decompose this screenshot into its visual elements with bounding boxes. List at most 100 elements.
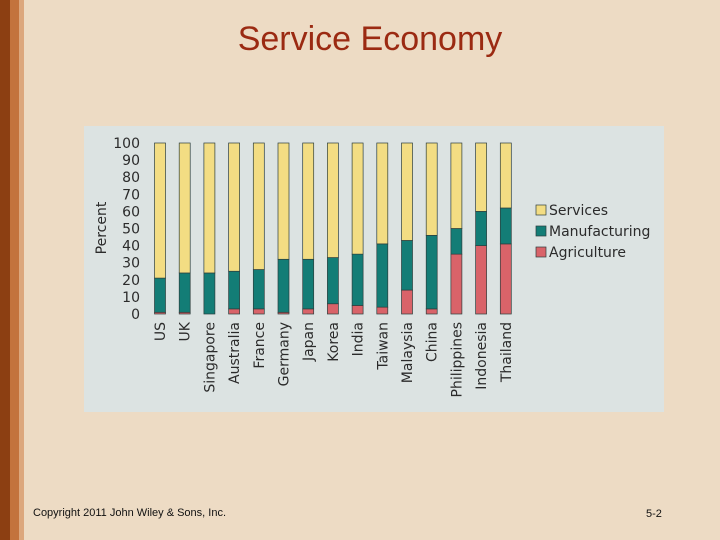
x-tick-label: UK <box>178 321 194 341</box>
bar-segment-services <box>203 142 216 274</box>
bar-segment-manufacturing <box>252 269 265 310</box>
bar-segment-agriculture <box>327 303 339 315</box>
sidebar-stripe-light <box>19 0 24 540</box>
bar-segment-manufacturing <box>475 211 487 246</box>
legend-item-agriculture: Agriculture <box>535 245 626 261</box>
x-tick-label: China <box>425 322 441 362</box>
bar-segment-services <box>450 142 463 229</box>
legend-item-services: Services <box>535 203 608 219</box>
bar-malaysia <box>401 142 413 315</box>
x-tick-label: Malaysia <box>400 322 416 383</box>
bar-segment-manufacturing <box>178 272 191 313</box>
y-tick-label: 80 <box>122 170 140 186</box>
bar-segment-manufacturing <box>277 258 290 313</box>
legend-swatch <box>535 246 547 258</box>
bar-segment-manufacturing <box>154 277 166 313</box>
bar-segment-agriculture <box>376 306 389 315</box>
legend-label: Manufacturing <box>549 224 650 240</box>
x-tick-label: India <box>351 322 367 356</box>
bar-singapore <box>203 142 216 315</box>
bar-segment-manufacturing <box>327 257 339 305</box>
bar-segment-agriculture <box>425 308 438 315</box>
y-tick-label: 10 <box>122 290 140 306</box>
y-tick-label: 0 <box>131 307 140 323</box>
x-tick-label: Germany <box>277 322 293 386</box>
chart-panel: Percent 0 10 20 30 40 50 60 70 80 90 100 US UK Singa… <box>84 126 664 412</box>
bar-segment-services <box>351 142 364 255</box>
bar-segment-agriculture <box>475 245 487 315</box>
x-tick-label: Australia <box>227 322 243 384</box>
bar-segment-services <box>376 142 389 245</box>
bar-segment-services <box>327 142 339 258</box>
bar-germany <box>277 142 290 315</box>
legend-swatch <box>535 204 547 216</box>
legend: Services Manufacturing Agriculture <box>535 203 650 261</box>
y-tick-label: 90 <box>122 153 140 169</box>
bar-india <box>351 142 364 315</box>
x-tick-label: Indonesia <box>474 322 490 390</box>
bar-segment-services <box>252 142 265 270</box>
y-tick-label: 20 <box>122 273 140 289</box>
sidebar-stripe-mid <box>10 0 19 540</box>
bar-segment-manufacturing <box>425 234 438 310</box>
copyright-notice: Copyright 2011 John Wiley & Sons, Inc. <box>33 507 227 519</box>
legend-label: Services <box>549 203 608 219</box>
y-axis-label: Percent <box>94 201 110 254</box>
bar-indonesia <box>475 142 487 315</box>
bar-segment-services <box>475 142 487 212</box>
bar-segment-agriculture <box>252 308 265 315</box>
bar-segment-services <box>401 142 413 241</box>
bar-segment-agriculture <box>499 243 512 315</box>
x-tick-label: Thailand <box>499 322 515 383</box>
bar-thailand <box>499 142 512 315</box>
bar-segment-services <box>178 142 191 274</box>
x-tick-label: Korea <box>326 322 342 362</box>
x-tick-label: Taiwan <box>375 322 391 371</box>
bar-segment-manufacturing <box>376 243 389 308</box>
bar-taiwan <box>376 142 389 315</box>
bar-segment-agriculture <box>228 308 240 315</box>
x-tick-labels: US UK Singapore Australia France Germany Japan… <box>153 321 515 397</box>
y-tick-label: 50 <box>122 222 140 238</box>
bar-segment-manufacturing <box>401 240 413 291</box>
x-tick-label: US <box>153 322 169 341</box>
bar-france <box>252 142 265 315</box>
bar-philippines <box>450 142 463 315</box>
bar-segment-agriculture <box>401 289 413 315</box>
bar-china <box>425 142 438 315</box>
legend-label: Agriculture <box>549 245 626 261</box>
bar-segment-services <box>228 142 240 272</box>
y-tick-label: 40 <box>122 239 140 255</box>
bar-groups <box>154 142 512 315</box>
sidebar-stripe-dark <box>0 0 10 540</box>
bar-segment-manufacturing <box>228 270 240 310</box>
bar-segment-manufacturing <box>302 258 315 310</box>
bar-segment-services <box>425 142 438 236</box>
bar-japan <box>302 142 315 315</box>
bar-uk <box>178 142 191 315</box>
bar-segment-services <box>499 142 512 209</box>
bar-korea <box>327 142 339 315</box>
x-tick-label: Philippines <box>449 322 465 397</box>
slide-title: Service Economy <box>237 20 503 58</box>
legend-item-manufacturing: Manufacturing <box>535 224 650 240</box>
legend-swatch <box>535 225 547 237</box>
bar-segment-manufacturing <box>499 207 512 245</box>
x-tick-label: France <box>252 322 268 369</box>
bar-segment-manufacturing <box>203 272 216 315</box>
x-tick-label: Singapore <box>202 322 218 393</box>
y-tick-label: 70 <box>122 187 140 203</box>
bar-segment-agriculture <box>302 308 315 315</box>
x-tick-label: Japan <box>301 322 317 362</box>
bar-segment-services <box>302 142 315 260</box>
y-tick-label: 60 <box>122 204 140 220</box>
y-tick-label: 30 <box>122 256 140 272</box>
bar-segment-services <box>277 142 290 260</box>
y-tick-label: 100 <box>113 136 140 152</box>
bar-australia <box>228 142 240 315</box>
page-number: 5-2 <box>646 508 662 520</box>
bar-segment-manufacturing <box>450 228 463 255</box>
bar-segment-manufacturing <box>351 253 364 306</box>
